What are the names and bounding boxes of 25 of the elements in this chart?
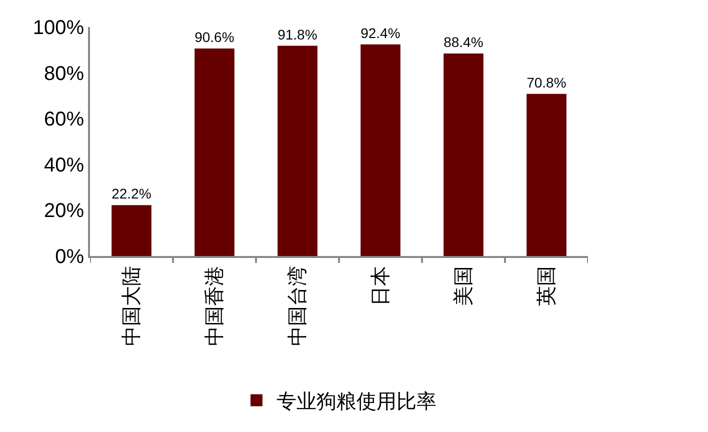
- data-label: 88.4%: [444, 34, 484, 50]
- bar: [526, 94, 566, 256]
- x-tick-label: 日本: [370, 266, 392, 306]
- y-tick-label: 80%: [44, 62, 84, 85]
- y-tick-label: 60%: [44, 108, 84, 131]
- x-tick-label: 中国台湾: [287, 266, 309, 346]
- y-tick-label: 40%: [44, 154, 84, 176]
- bar: [194, 48, 234, 256]
- y-tick-label: 0%: [55, 246, 84, 268]
- bar: [444, 54, 484, 256]
- data-label: 70.8%: [526, 74, 566, 90]
- bar: [112, 205, 152, 256]
- data-label: 22.2%: [112, 186, 152, 202]
- y-tick-label: 100%: [32, 17, 84, 39]
- data-label: 92.4%: [360, 24, 400, 41]
- data-label: 90.6%: [194, 29, 234, 46]
- bar: [278, 46, 318, 256]
- data-label: 91.8%: [278, 26, 318, 42]
- x-tick-label: 中国大陆: [121, 266, 143, 346]
- y-tick-label: 20%: [44, 200, 84, 222]
- legend-label: 专业狗粮使用比率: [276, 391, 436, 414]
- x-tick-label: 英国: [536, 266, 558, 306]
- x-tick-label: 中国香港: [204, 266, 226, 346]
- x-tick-label: 美国: [452, 266, 475, 306]
- bar: [360, 44, 400, 256]
